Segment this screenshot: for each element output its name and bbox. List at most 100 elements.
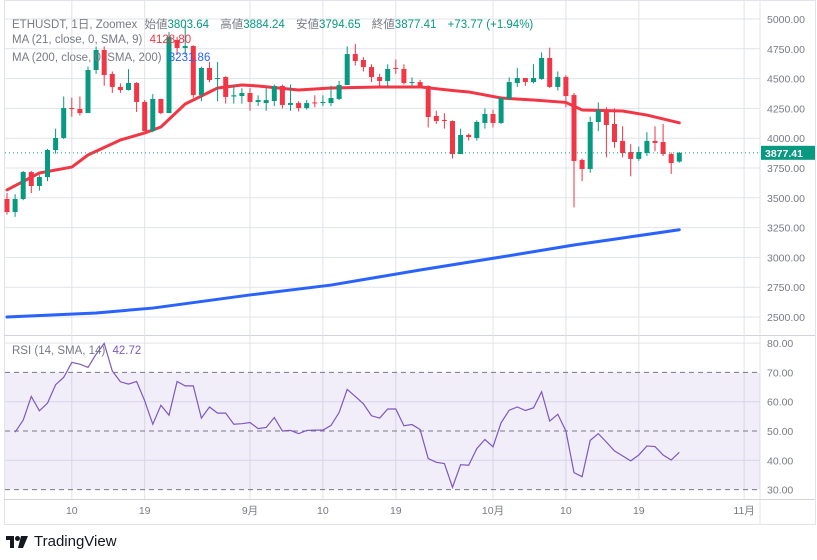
candle-body [182,46,188,48]
candle-body [636,152,642,159]
rsi-band-fill [5,372,760,490]
candle-body [401,68,407,84]
candle-body [4,198,10,212]
rsi-tick-label: 40.00 [767,455,793,467]
price-tick-label: 3250.00 [767,223,805,235]
axes: 5000.00 4750.00 4500.00 4250.00 4000.00 3750.… [66,14,815,517]
price-tick-label: 5000.00 [767,14,805,26]
candle-body [433,116,439,122]
candle-body [393,67,399,69]
price-tick-label: 4500.00 [767,74,805,86]
branding-text: TradingView [34,533,117,550]
close-value: 3877.41 [394,19,437,31]
candle-body [109,73,115,87]
candle-body [85,70,91,114]
candle-body [620,140,626,153]
chart-frame [4,0,816,525]
candle-body [190,46,196,96]
candle-body [498,98,504,123]
candle-body [12,198,18,212]
candle-body [312,102,318,104]
candle-body [676,152,682,162]
rsi-band [5,372,760,490]
time-tick-label: 19 [633,505,645,517]
candle-body [369,67,374,78]
candle-body [352,54,358,61]
candle-body [409,82,415,84]
candle-body [134,83,140,102]
close-label: 終値 [371,19,395,31]
rsi-line [14,342,680,490]
candle-body [344,54,350,86]
open-label: 始値 [144,19,168,31]
candle-body [231,95,237,97]
candle-body [174,39,180,48]
candle-body [93,49,99,71]
candle-body [441,119,447,122]
candle-body [45,150,50,178]
ma200-legend[interactable]: MA (200, close, 0, SMA, 200) 3231.86 [12,52,214,64]
last-price-badge [761,145,815,160]
tradingview-logo[interactable]: TradingView [6,533,117,550]
candle-body [320,101,326,104]
ma21-legend[interactable]: MA (21, close, 0, SMA, 9) 4128.80 [12,34,195,46]
symbol-legend: ETHUSDT, 1日, Zoomex 始値3803.64 高値3884.24 … [12,16,537,32]
candle-body [288,103,293,105]
low-value: 3794.65 [319,19,361,31]
high-label: 高値 [220,19,244,31]
ma200-value: 3231.86 [168,52,211,64]
candle-body [644,140,650,153]
candle-body [450,121,455,155]
price-tick-label: 4750.00 [767,44,805,56]
candle-body [142,101,148,132]
candle-body [668,154,674,163]
candle-body [166,36,172,114]
price-tick-label: 2750.00 [767,282,805,294]
candle-body [239,93,245,97]
rsi-legend[interactable]: RSI (14, SMA, 14) 42.72 [12,345,145,357]
rsi-tick-label: 80.00 [767,338,793,350]
candle-body [360,60,366,68]
candle-body [117,86,123,91]
rsi-polyline [14,342,680,490]
ma21-value: 4128.80 [149,34,192,46]
ma200-line [5,228,681,319]
high-value: 3884.24 [243,19,285,31]
candle-body [69,108,75,110]
candle-body [563,77,569,97]
time-tick-label: 10 [560,505,572,517]
candle-body [547,57,553,87]
candles [4,24,760,217]
candle-body [28,172,34,186]
ma21-line [5,83,681,192]
candle-body [417,82,423,86]
rsi-value: 42.72 [112,345,142,357]
candle-body [61,108,67,138]
candle-body [198,67,204,96]
candle-body [304,103,310,109]
candle-body [539,57,545,79]
symbol-title[interactable]: ETHUSDT, 1日, Zoomex [12,19,138,31]
candle-body [595,109,601,122]
candle-body [215,78,221,80]
grid [4,0,816,525]
rsi-tick-label: 30.00 [767,485,793,497]
price-tick-label: 2500.00 [767,312,805,324]
candle-body [77,108,83,114]
candle-body [263,100,269,104]
candle-body [255,100,261,102]
candle-body [20,172,26,199]
candle-body [466,134,472,138]
candle-body [652,140,658,143]
time-tick-label: 10月 [482,505,504,517]
candle-body [279,85,285,105]
candle-body [531,78,536,83]
ma200-label: MA (200, close, 0, SMA, 200) [12,52,162,64]
last-price-label: 3877.41 [765,148,803,160]
open-value: 3803.64 [167,19,210,31]
candle-body [101,49,107,76]
candle-body [36,177,42,186]
candle-body [126,83,131,91]
change-value: +73.77 (+1.94%) [447,19,534,31]
